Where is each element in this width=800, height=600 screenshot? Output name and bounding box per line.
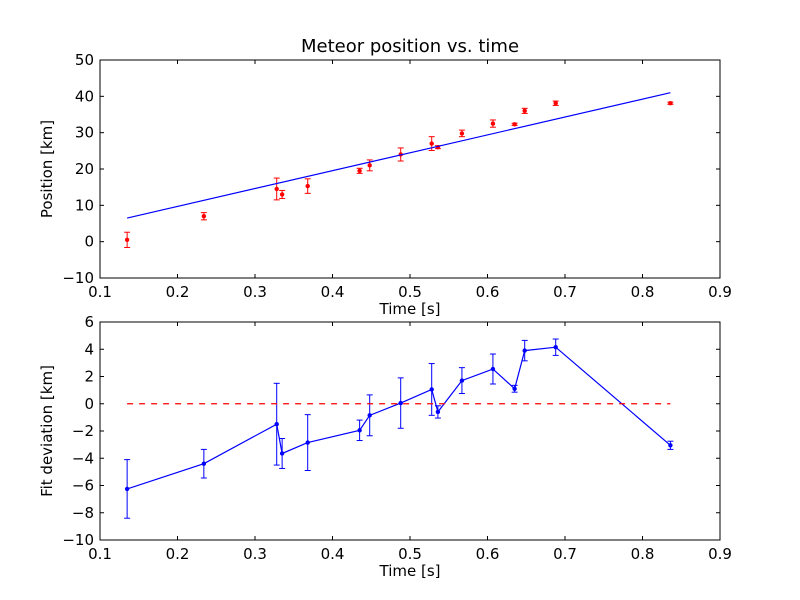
data-point [490,121,496,126]
y-tick-label: 10 [75,196,94,214]
data-point [553,345,558,350]
data-point [279,451,285,456]
x-tick-label: 0.6 [476,545,500,563]
x-tick-label: 0.4 [321,545,345,563]
top-chart: 0.1 0.2 0.3 0.4 0.5 0.6 0.7 0.8 0.9 −10 0 10 20 30 40 5… [38,36,732,318]
x-tick-label: 0.7 [553,283,577,301]
x-axis-label: Time [s] [379,562,441,580]
y-axis-label: Fit deviation [km] [38,365,56,497]
y-tick-label: −6 [72,477,94,495]
data-point [435,409,441,415]
y-tick-label: −8 [72,504,94,522]
data-point [512,386,517,391]
x-tick-label: 0.1 [88,283,112,301]
y-tick-label: 40 [75,87,94,105]
x-tick-label: 0.6 [476,283,500,301]
data-point [668,101,673,106]
bottom-chart: 0.1 0.2 0.3 0.4 0.5 0.6 0.7 0.8 0.9 −10 −8 −6 −4 −2 0 2… [38,313,732,580]
data-point [274,186,279,192]
data-point [367,163,372,168]
x-tick-label: 0.9 [708,283,732,301]
data-point [429,141,434,146]
x-tick-label: 0.3 [243,545,267,563]
data-point [512,122,517,127]
x-tick-label: 0.5 [398,545,422,563]
x-tick-label: 0.2 [166,545,190,563]
data-point [459,131,465,136]
x-tick-label: 0.4 [321,283,345,301]
data-point [459,378,465,383]
y-tick-label: 0 [84,233,94,251]
data-point [398,400,403,406]
data-point [367,413,372,418]
data-point [279,192,285,197]
chart-title: Meteor position vs. time [301,36,519,57]
x-tick-label: 0.3 [243,283,267,301]
data-point [124,486,130,492]
data-point [357,428,362,433]
data-point [274,421,279,427]
data-point [201,461,207,466]
x-tick-label: 0.7 [553,545,577,563]
data-point [490,366,496,372]
data-point [522,348,527,353]
x-tick-label: 0.8 [631,545,655,563]
y-tick-label: −10 [62,269,94,287]
y-tick-label: −10 [62,531,94,549]
y-tick-label: −2 [72,422,94,440]
x-tick-label: 0.2 [166,283,190,301]
data-point [522,108,527,114]
y-tick-label: 2 [84,368,94,386]
data-point [429,387,434,392]
x-tick-label: 0.1 [88,545,112,563]
data-point [305,440,310,445]
x-tick-label: 0.9 [708,545,732,563]
data-point [553,101,558,106]
y-tick-label: 30 [75,124,94,142]
x-tick-label: 0.8 [631,283,655,301]
y-tick-label: 4 [84,340,94,358]
y-tick-label: 50 [75,51,94,69]
y-tick-label: 20 [75,160,94,178]
fit-line [126,92,671,219]
data-point [668,443,673,448]
data-point [124,237,130,243]
y-tick-label: 0 [84,395,94,413]
y-tick-label: −4 [72,449,94,467]
y-tick-label: 6 [84,313,94,331]
y-axis-label: Position [km] [38,120,56,218]
x-tick-label: 0.5 [398,283,422,301]
data-point [305,183,310,189]
data-point [357,168,362,174]
data-point [201,214,207,219]
x-axis-label: Time [s] [379,300,441,318]
